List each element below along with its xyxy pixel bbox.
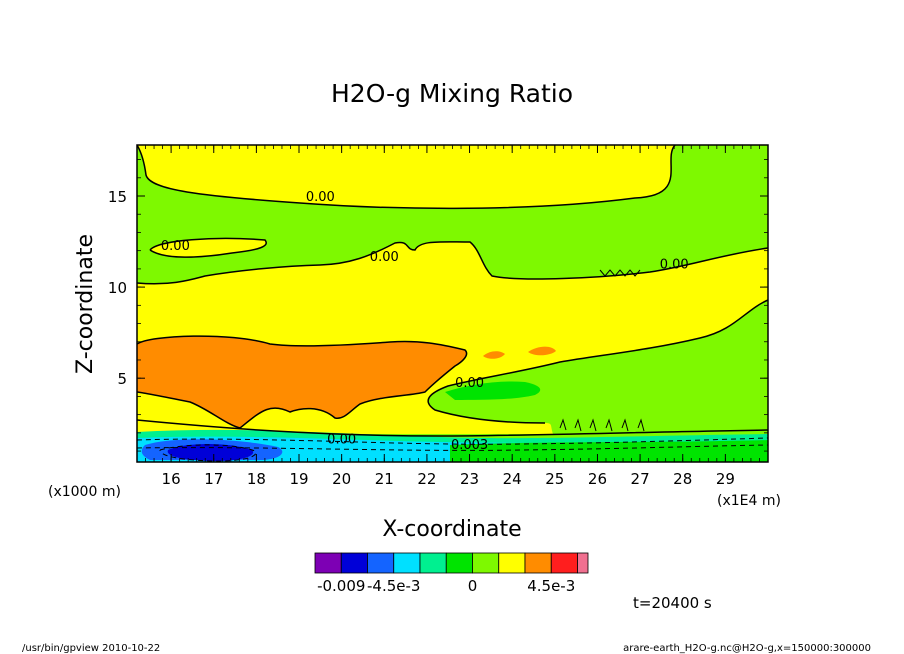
field-teal-streak	[137, 429, 768, 443]
x-ticks: 16 17 18 19 20 21 22 23 24 25 26 27 28 29	[136, 145, 769, 488]
y-tick-label: 5	[117, 370, 127, 388]
field-yellow-top-band	[137, 145, 675, 209]
contour-top	[137, 145, 676, 210]
colorbar-swatch	[314, 552, 342, 574]
x-tick-label: 22	[417, 470, 436, 488]
field-orange-small-1	[483, 351, 505, 359]
colorbar-swatch	[472, 552, 500, 574]
x-tick-label: 29	[716, 470, 735, 488]
field-blue-core	[167, 444, 254, 462]
x-unit-label: (x1000 m)	[48, 484, 121, 500]
contour-wisps	[559, 269, 645, 432]
contour-label: 0.00	[455, 376, 484, 391]
contour-label: 0.00	[327, 432, 356, 447]
field-yellow-left-patch	[150, 238, 267, 258]
field-orange-blob	[137, 336, 467, 428]
contour-label: 0.00	[370, 250, 399, 265]
x-tick-label: 27	[631, 470, 650, 488]
time-label: t=20400 s	[633, 594, 712, 612]
x-tick-label: 21	[375, 470, 394, 488]
contour-low	[137, 419, 768, 437]
x-tick-label: 26	[588, 470, 607, 488]
x-tick-label: 18	[247, 470, 266, 488]
contour-main-lower	[427, 299, 768, 424]
contour-lines	[137, 145, 768, 437]
chart-title: H2O-g Mixing Ratio	[331, 79, 573, 108]
contour-main-upper	[137, 241, 768, 285]
contour-label: 0.003	[451, 438, 488, 453]
negative-contours	[137, 437, 768, 462]
contour-label: 0.00	[306, 190, 335, 205]
colorbar-label: 0	[468, 577, 478, 595]
dashed-contour-2	[137, 444, 768, 451]
colorbar-swatch	[367, 552, 395, 574]
contour-label: 0.00	[161, 239, 190, 254]
colorbar-label: -4.5e-3	[367, 577, 420, 595]
footer-right: arare-earth_H2O-g.nc@H2O-g,x=150000:3000…	[623, 643, 871, 654]
colorbar-swatch	[393, 552, 421, 574]
x-tick-label: 28	[673, 470, 692, 488]
colorbar-swatch	[340, 552, 368, 574]
contour-labels: 0.00 0.00 0.00 0.00 0.00 0.00 0.003	[161, 190, 689, 453]
colorbar-label: -0.009	[317, 577, 365, 595]
colorbar-label: 4.5e-3	[527, 577, 575, 595]
field-lower-right-green	[450, 440, 768, 462]
colorbar-swatch	[577, 552, 589, 574]
x-tick-label: 23	[460, 470, 479, 488]
x-tick-label: 19	[289, 470, 308, 488]
y-ticks: 5 10 15	[108, 159, 768, 452]
colorbar-swatch	[524, 552, 552, 574]
y-tick-label: 15	[108, 188, 127, 206]
x-scale-label: (x1E4 m)	[717, 493, 781, 509]
x-tick-label: 16	[162, 470, 181, 488]
x-tick-label: 25	[545, 470, 564, 488]
colorbar-swatch	[498, 552, 526, 574]
colorbar-swatch	[419, 552, 447, 574]
dashed-contour-1	[137, 437, 768, 445]
x-axis-label: X-coordinate	[382, 517, 521, 542]
contour-left-patch	[149, 237, 267, 258]
x-tick-label: 20	[332, 470, 351, 488]
colorbar: -0.009 -4.5e-3 0 4.5e-3	[314, 552, 589, 595]
field-darkgreen-wisps	[445, 381, 541, 400]
footer-left: /usr/bin/gpview 2010-10-22	[22, 643, 160, 654]
colorbar-swatch	[445, 552, 473, 574]
x-tick-label: 24	[503, 470, 522, 488]
contour-field	[137, 145, 768, 462]
y-tick-label: 10	[108, 279, 127, 297]
y-axis-label: Z-coordinate	[73, 234, 98, 374]
contour-label: 0.00	[660, 257, 689, 272]
field-orange-small-2	[528, 346, 556, 356]
colorbar-swatch	[550, 552, 578, 574]
x-tick-label: 17	[204, 470, 223, 488]
